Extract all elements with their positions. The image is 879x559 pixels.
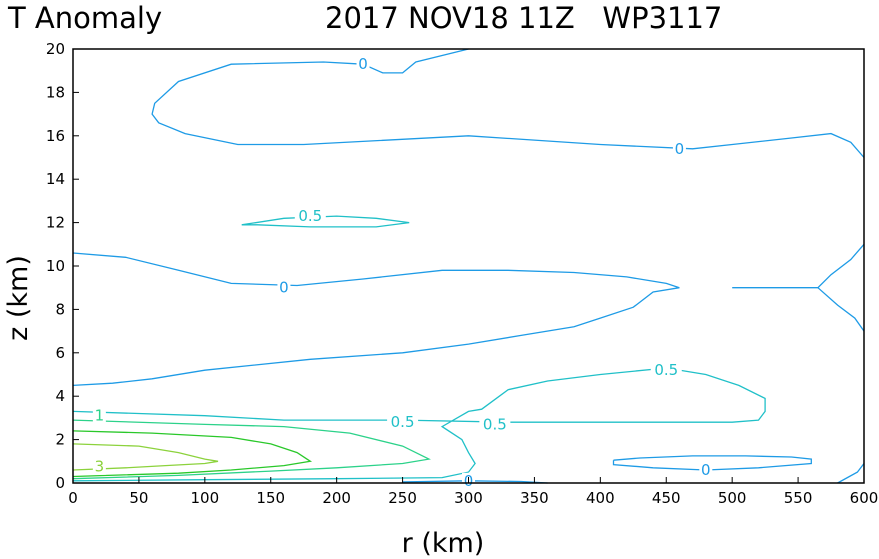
contour-label-bg-9: [92, 407, 106, 424]
contour-line-4: [817, 287, 865, 332]
x-tick-label-0: 0: [68, 489, 78, 507]
x-tick-label-8: 400: [586, 489, 615, 507]
x-tick-label-5: 250: [388, 489, 417, 507]
y-tick-label-10: 20: [46, 40, 65, 58]
contour-label-3: 0: [701, 461, 711, 479]
contour-line-12: [72, 443, 219, 471]
contour-line-9: [72, 367, 766, 482]
chart-title-right: 2017 NOV18 11Z WP3117: [325, 1, 722, 35]
x-axis-title: r (km): [402, 528, 485, 559]
plot-frame: [72, 48, 865, 484]
x-tick-label-11: 550: [784, 489, 813, 507]
y-tick-label-0: 0: [55, 474, 65, 492]
contour-line-0: [151, 48, 865, 158]
y-tick-label-4: 8: [55, 300, 65, 318]
contour-label-9: 1: [95, 407, 105, 425]
contour-label-7: 0.5: [483, 415, 507, 433]
contour-label-bg-10: [92, 458, 106, 475]
x-tick-label-4: 200: [322, 489, 351, 507]
y-tick-label-5: 10: [46, 257, 65, 275]
x-tick-label-7: 350: [520, 489, 549, 507]
y-tick-label-3: 6: [55, 344, 65, 362]
contour-label-8: 0.5: [654, 361, 678, 379]
x-axis: 0 50 100 150 200 250 300 350 400 450 500 550 600: [68, 477, 878, 507]
contour-label-1: 0: [675, 140, 685, 158]
y-tick-label-1: 2: [55, 431, 65, 449]
contour-lines: [72, 48, 865, 484]
contour-line-1: [72, 252, 680, 289]
y-tick-label-7: 14: [46, 170, 65, 188]
contour-label-10: 3: [95, 458, 105, 476]
y-tick-label-6: 12: [46, 214, 65, 232]
contour-label-bg-7: [479, 416, 511, 433]
x-tick-label-3: 150: [256, 489, 285, 507]
contour-label-bg-0: [356, 56, 370, 73]
x-tick-label-12: 600: [850, 489, 879, 507]
contour-label-bg-2: [277, 279, 291, 296]
x-tick-label-6: 300: [454, 489, 483, 507]
x-tick-label-10: 500: [718, 489, 747, 507]
contour-label-bg-3: [699, 461, 713, 478]
contour-line-3: [732, 243, 865, 289]
y-tick-label-9: 18: [46, 83, 65, 101]
contour-line-5: [612, 455, 812, 471]
x-tick-label-2: 100: [191, 489, 220, 507]
contour-label-bg-1: [672, 140, 686, 157]
y-tick-label-2: 4: [55, 387, 65, 405]
contour-label-bg-6: [387, 414, 419, 431]
y-axis-title: z (km): [3, 255, 34, 341]
contour-line-10: [72, 419, 431, 480]
contour-label-bg-5: [294, 208, 326, 225]
chart-title-left: T Anomaly: [7, 1, 162, 35]
contour-line-7: [837, 463, 865, 484]
contour-line-2: [72, 287, 680, 387]
y-tick-label-8: 16: [46, 127, 65, 145]
contour-label-0: 0: [358, 55, 368, 73]
contour-label-bg-8: [650, 362, 682, 379]
x-tick-label-9: 450: [652, 489, 681, 507]
contour-label-2: 0: [279, 279, 289, 297]
x-tick-label-1: 50: [129, 489, 148, 507]
contour-line-11: [72, 430, 313, 478]
contour-label-5: 0.5: [298, 207, 322, 225]
y-axis: 0 2 4 6 8 10 12 14 16 18 20: [46, 40, 79, 492]
contour-label-6: 0.5: [391, 413, 415, 431]
